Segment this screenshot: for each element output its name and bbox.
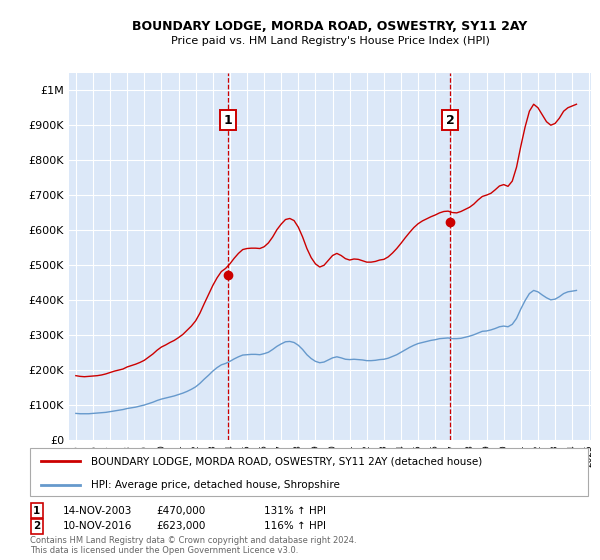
Text: 116% ↑ HPI: 116% ↑ HPI bbox=[264, 521, 326, 531]
Text: £623,000: £623,000 bbox=[156, 521, 205, 531]
Text: Contains HM Land Registry data © Crown copyright and database right 2024.: Contains HM Land Registry data © Crown c… bbox=[30, 536, 356, 545]
Text: 1: 1 bbox=[33, 506, 40, 516]
Text: 2: 2 bbox=[33, 521, 40, 531]
Text: 14-NOV-2003: 14-NOV-2003 bbox=[63, 506, 133, 516]
Text: 10-NOV-2016: 10-NOV-2016 bbox=[63, 521, 133, 531]
Text: 2: 2 bbox=[446, 114, 455, 127]
Text: HPI: Average price, detached house, Shropshire: HPI: Average price, detached house, Shro… bbox=[91, 480, 340, 490]
Text: 1: 1 bbox=[223, 114, 232, 127]
Text: BOUNDARY LODGE, MORDA ROAD, OSWESTRY, SY11 2AY (detached house): BOUNDARY LODGE, MORDA ROAD, OSWESTRY, SY… bbox=[91, 456, 482, 466]
Text: 131% ↑ HPI: 131% ↑ HPI bbox=[264, 506, 326, 516]
Text: This data is licensed under the Open Government Licence v3.0.: This data is licensed under the Open Gov… bbox=[30, 545, 298, 555]
Text: £470,000: £470,000 bbox=[156, 506, 205, 516]
Text: BOUNDARY LODGE, MORDA ROAD, OSWESTRY, SY11 2AY: BOUNDARY LODGE, MORDA ROAD, OSWESTRY, SY… bbox=[133, 20, 527, 32]
Text: Price paid vs. HM Land Registry's House Price Index (HPI): Price paid vs. HM Land Registry's House … bbox=[170, 36, 490, 46]
